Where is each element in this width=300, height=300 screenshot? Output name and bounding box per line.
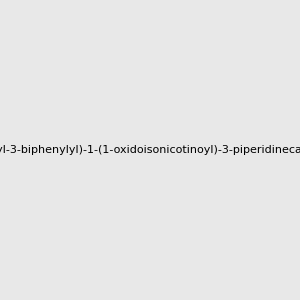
Text: N-(3'-methyl-3-biphenylyl)-1-(1-oxidoisonicotinoyl)-3-piperidinecarboxamide: N-(3'-methyl-3-biphenylyl)-1-(1-oxidoiso… [0, 145, 300, 155]
